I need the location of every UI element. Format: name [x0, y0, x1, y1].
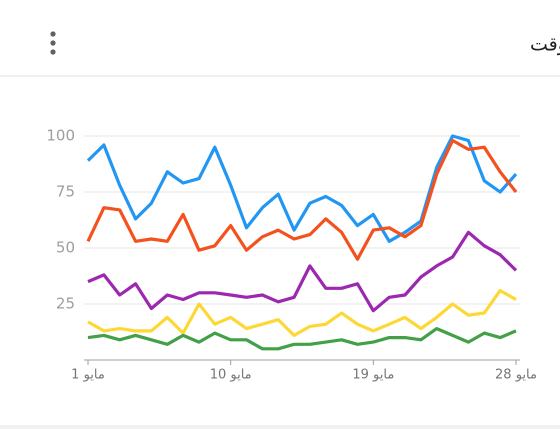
chart-title: مستوى الاهتمام على مدار الوقت	[530, 34, 560, 56]
x-tick-label: 10 مايو	[210, 368, 252, 383]
y-tick-label: 100	[46, 127, 75, 145]
x-tick-label: 1 مايو	[71, 368, 105, 383]
series-line	[87, 230, 518, 313]
menu-dot	[50, 31, 56, 37]
y-tick-label: 75	[56, 183, 75, 201]
series-line	[86, 134, 518, 243]
series-line	[87, 327, 517, 351]
menu-dot	[50, 49, 56, 55]
y-tick-label: 50	[56, 239, 75, 257]
menu-button[interactable]	[50, 31, 56, 55]
series-line	[87, 289, 517, 337]
x-tick-label: 19 مايو	[352, 368, 394, 383]
menu-dot	[50, 40, 56, 46]
y-tick-label: 25	[56, 295, 75, 313]
x-tick-label: 28 مايو	[495, 368, 537, 383]
series-line	[86, 138, 518, 261]
